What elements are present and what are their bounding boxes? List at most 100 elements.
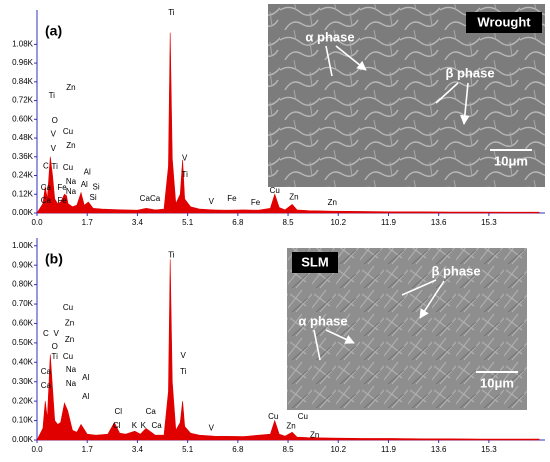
x-tick-label: 11.9	[381, 218, 397, 227]
micrograph-image	[268, 4, 545, 187]
element-label: Al	[82, 373, 89, 382]
x-tick-label: 6.8	[232, 445, 244, 454]
element-label: Ti	[180, 367, 187, 376]
element-label: Cu	[298, 412, 308, 421]
y-tick-label: 0.00K	[12, 208, 34, 217]
arrow	[401, 279, 445, 318]
x-tick-label: 15.3	[481, 218, 497, 227]
element-label: Si	[93, 182, 100, 191]
element-label: Zn	[65, 335, 74, 344]
micrograph: Wrought α phase β phase 10μm	[268, 4, 545, 187]
element-label: Ti	[181, 170, 188, 179]
panel-label: (b)	[45, 251, 63, 267]
x-tick-label: 1.7	[82, 218, 94, 227]
micrograph: SLM β phase α phase 10μm	[287, 248, 527, 410]
y-tick-label: 1.08K	[12, 39, 34, 48]
x-tick-label: 5.1	[182, 218, 194, 227]
y-tick-label: 0.50K	[12, 338, 34, 347]
y-tick-label: 0.36K	[12, 152, 34, 161]
arrow	[435, 82, 468, 124]
element-label: Cu	[63, 163, 73, 172]
element-label: Ti	[52, 352, 59, 361]
x-tick-label: 15.3	[481, 445, 497, 454]
element-label: Fe	[227, 194, 237, 203]
arrow	[325, 45, 366, 76]
element-label: Ca	[41, 381, 52, 390]
micrograph-label: SLM	[301, 254, 328, 269]
y-tick-label: 0.48K	[12, 133, 34, 142]
element-label: Zn	[289, 192, 298, 201]
element-label: V	[51, 129, 57, 138]
micrograph-image	[287, 248, 527, 410]
x-tick-label: 13.6	[431, 445, 447, 454]
element-label: Fe	[57, 196, 67, 205]
element-label: Na	[66, 379, 77, 388]
element-label: Ca	[41, 367, 52, 376]
element-label: Cl	[113, 421, 121, 430]
element-label: Ca	[41, 196, 52, 205]
element-label: C	[43, 161, 49, 170]
x-tick-label: 6.8	[232, 218, 244, 227]
scale-label: 10μm	[494, 153, 528, 168]
panel-label: (a)	[45, 23, 62, 39]
y-tick-label: 0.40K	[12, 357, 34, 366]
element-label: Zn	[66, 141, 75, 150]
x-tick-label: 0.0	[31, 445, 43, 454]
x-tick-label: 3.4	[132, 218, 144, 227]
element-label: V	[209, 197, 215, 206]
element-label: Ca	[151, 421, 162, 430]
x-tick-label: 1.7	[82, 445, 94, 454]
y-tick-label: 0.20K	[12, 396, 34, 405]
element-label: Fe	[57, 183, 67, 192]
element-label: Ti	[52, 162, 59, 171]
element-label: V	[54, 329, 60, 338]
y-tick-label: 0.60K	[12, 114, 34, 123]
y-tick-label: 0.70K	[12, 299, 34, 308]
element-label: Zn	[66, 83, 75, 92]
element-label: Al	[84, 168, 91, 177]
x-tick-label: 13.6	[431, 218, 447, 227]
phase-label: β phase	[431, 263, 480, 278]
phase-label: α phase	[298, 313, 347, 328]
element-label: K	[132, 421, 138, 430]
element-label: Zn	[310, 430, 319, 439]
scale-label: 10μm	[480, 375, 514, 390]
element-label: Cu	[270, 186, 280, 195]
y-tick-label: 0.30K	[12, 377, 34, 386]
element-label: Zn	[328, 198, 337, 207]
element-label: Ti	[168, 8, 175, 17]
element-label: Al	[82, 392, 89, 401]
element-label: Cu	[63, 127, 73, 136]
x-tick-label: 10.2	[330, 218, 346, 227]
element-label: Cu	[268, 412, 278, 421]
element-label: Na	[66, 187, 77, 196]
spectrum	[36, 259, 540, 441]
x-tick-label: 3.4	[132, 445, 144, 454]
element-label: Ca	[146, 407, 157, 416]
element-label: K	[141, 421, 147, 430]
x-tick-label: 0.0	[31, 218, 43, 227]
element-label: Ti	[49, 91, 56, 100]
element-label: C	[43, 329, 49, 338]
x-tick-label: 10.2	[330, 445, 346, 454]
spectrum	[36, 32, 540, 214]
y-tick-label: 0.24K	[12, 171, 34, 180]
element-label: V	[182, 153, 188, 162]
element-label: Fe	[251, 198, 261, 207]
y-tick-label: 0.96K	[12, 58, 34, 67]
y-tick-label: 1.00K	[12, 241, 34, 250]
element-label: Cu	[63, 352, 73, 361]
element-label: Ca	[150, 194, 161, 203]
element-label: Na	[66, 365, 77, 374]
element-label: Ti	[168, 251, 175, 260]
y-tick-label: 0.12K	[12, 189, 34, 198]
element-label: V	[51, 144, 57, 153]
phase-label: β phase	[445, 65, 494, 80]
element-label: Cl	[114, 407, 122, 416]
element-label: V	[181, 351, 187, 360]
tag-box	[466, 12, 542, 33]
tag-box	[292, 252, 338, 273]
x-tick-label: 8.5	[282, 218, 294, 227]
y-tick-label: 0.10K	[12, 416, 34, 425]
